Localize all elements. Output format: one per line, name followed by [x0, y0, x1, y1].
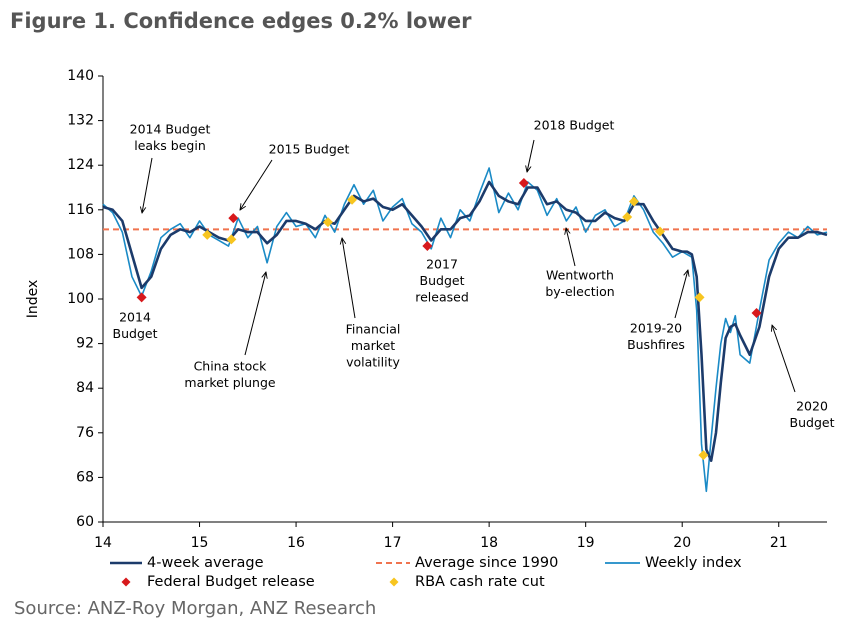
annotation-arrow	[772, 325, 796, 393]
annotation: 2014	[119, 310, 151, 325]
legend-swatch	[389, 577, 399, 587]
marker-point	[347, 194, 358, 205]
legend-label: 4-week average	[147, 555, 264, 571]
legend-label: Weekly index	[645, 555, 742, 571]
marker-point	[751, 307, 762, 318]
annotation-arrow	[527, 139, 535, 172]
annotation: market plunge	[184, 375, 276, 390]
y-tick-label: 92	[76, 336, 94, 352]
annotation: market	[351, 338, 395, 353]
annotation-arrow	[240, 159, 273, 210]
marker-point	[322, 217, 333, 228]
annotation-arrow	[674, 270, 688, 319]
annotation: 2014 Budget	[130, 122, 211, 137]
x-tick-label: 20	[673, 535, 691, 551]
y-tick-label: 108	[67, 246, 94, 262]
annotation: Bushfires	[627, 337, 685, 352]
y-tick-label: 132	[67, 113, 94, 129]
annotation: Wentworth	[546, 268, 614, 283]
x-tick-label: 18	[480, 535, 498, 551]
marker-point	[694, 292, 705, 303]
y-tick-label: 68	[76, 469, 94, 485]
annotation: 2015 Budget	[269, 142, 350, 157]
x-tick-label: 14	[94, 535, 112, 551]
marker-point	[228, 213, 239, 224]
marker-point	[202, 229, 213, 240]
annotation: by-election	[545, 284, 614, 299]
y-tick-label: 140	[67, 68, 94, 84]
y-tick-label: 100	[67, 291, 94, 307]
marker-point	[226, 234, 237, 245]
y-axis-label: Index	[25, 280, 41, 319]
annotation: 2019-20	[630, 321, 682, 336]
marker-point	[518, 178, 529, 189]
x-tick-label: 15	[191, 535, 209, 551]
y-tick-label: 84	[76, 380, 94, 396]
y-tick-label: 60	[76, 514, 94, 530]
annotation: 2017	[426, 257, 458, 272]
chart-title: Figure 1. Confidence edges 0.2% lower	[10, 9, 472, 33]
annotation: leaks begin	[134, 138, 206, 153]
y-tick-label: 124	[67, 157, 94, 173]
marker-point	[136, 292, 147, 303]
line-series	[102, 180, 828, 462]
annotation: 2020	[796, 399, 828, 414]
y-tick-label: 116	[67, 202, 94, 218]
legend-label: RBA cash rate cut	[415, 574, 545, 590]
legend-label: Average since 1990	[415, 555, 558, 571]
annotation: volatility	[346, 355, 400, 370]
marker-point	[628, 196, 639, 207]
annotation: 2018 Budget	[534, 118, 615, 133]
x-tick-label: 17	[384, 535, 402, 551]
annotation: Budget	[790, 415, 835, 430]
marker-point	[422, 241, 433, 252]
annotation: Budget	[113, 326, 158, 341]
annotation-arrow	[142, 157, 153, 213]
annotation: Financial	[346, 322, 401, 337]
x-tick-label: 21	[770, 535, 788, 551]
x-tick-label: 19	[577, 535, 595, 551]
source: Source: ANZ-Roy Morgan, ANZ Research	[14, 598, 376, 619]
x-tick-label: 16	[287, 535, 305, 551]
annotation-arrow	[566, 228, 576, 267]
annotation: released	[415, 290, 469, 305]
y-tick-label: 76	[76, 425, 94, 441]
annotation-arrow	[342, 238, 356, 319]
annotation: Budget	[420, 273, 465, 288]
marker-point	[622, 212, 633, 223]
annotation-arrow	[244, 272, 266, 356]
marker-point	[698, 450, 709, 461]
legend-swatch	[121, 577, 131, 587]
annotation: China stock	[194, 359, 268, 374]
legend-label: Federal Budget release	[147, 574, 315, 590]
marker-point	[654, 226, 665, 237]
